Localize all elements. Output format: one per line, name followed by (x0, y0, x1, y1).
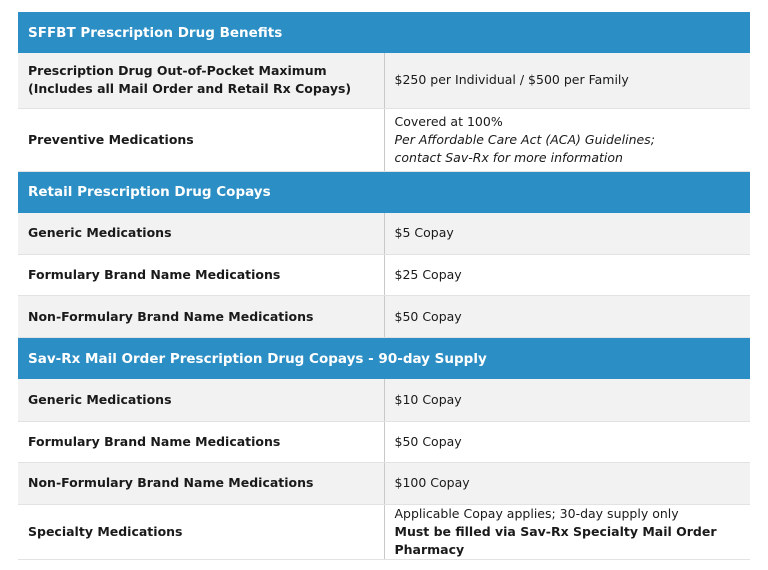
value: $10 Copay (384, 379, 750, 422)
section-header: Sav-Rx Mail Order Prescription Drug Copa… (18, 337, 750, 379)
value-line: Covered at 100% (394, 113, 503, 129)
label: Formulary Brand Name Medications (18, 421, 385, 463)
row: Preventive Medications Covered at 100% Pe… (18, 108, 750, 172)
value-line: Must be filled via Sav-Rx Specialty Mail… (394, 523, 717, 557)
label-line: Prescription Drug Out-of-Pocket Maximum (28, 63, 327, 79)
label: Preventive Medications (18, 108, 385, 172)
row: Generic Medications $5 Copay (18, 212, 750, 255)
row: Generic Medications $10 Copay (18, 379, 750, 422)
value-line: contact Sav-Rx for more information (394, 149, 623, 165)
row: Prescription Drug Out-of-Pocket Maximum (… (18, 53, 750, 109)
value: $25 Copay (384, 254, 750, 296)
value: $100 Copay (384, 462, 750, 505)
row: Non-Formulary Brand Name Medications $50 … (18, 295, 750, 338)
value: Applicable Copay applies; 30-day supply … (384, 504, 750, 560)
label: Formulary Brand Name Medications (18, 254, 385, 296)
section-title: SFFBT Prescription Drug Benefits (18, 12, 750, 53)
label: Generic Medications (18, 212, 385, 255)
section-header: Retail Prescription Drug Copays (18, 171, 750, 213)
section-title: Retail Prescription Drug Copays (18, 171, 750, 213)
label: Generic Medications (18, 379, 385, 422)
value: $5 Copay (384, 212, 750, 255)
row: Formulary Brand Name Medications $50 Copa… (18, 421, 750, 463)
value: $50 Copay (384, 295, 750, 338)
value: $250 per Individual / $500 per Family (384, 53, 750, 109)
label: Non-Formulary Brand Name Medications (18, 462, 385, 505)
label: Specialty Medications (18, 504, 385, 560)
value-line: Per Affordable Care Act (ACA) Guidelines… (394, 131, 655, 147)
value: $50 Copay (384, 421, 750, 463)
benefits-table: SFFBT Prescription Drug Benefits Prescri… (18, 12, 750, 560)
section-header: SFFBT Prescription Drug Benefits (18, 12, 750, 53)
row: Specialty Medications Applicable Copay a… (18, 504, 750, 560)
row: Formulary Brand Name Medications $25 Copa… (18, 254, 750, 296)
value-line: $250 per Individual / $500 per Family (394, 72, 629, 88)
label: Prescription Drug Out-of-Pocket Maximum (… (18, 53, 385, 109)
section-title: Sav-Rx Mail Order Prescription Drug Copa… (18, 337, 750, 379)
row: Non-Formulary Brand Name Medications $100… (18, 462, 750, 505)
value: Covered at 100% Per Affordable Care Act (… (384, 108, 750, 172)
value-line: Applicable Copay applies; 30-day supply … (394, 505, 679, 521)
label: Non-Formulary Brand Name Medications (18, 295, 385, 338)
label-line: (Includes all Mail Order and Retail Rx C… (28, 81, 352, 97)
